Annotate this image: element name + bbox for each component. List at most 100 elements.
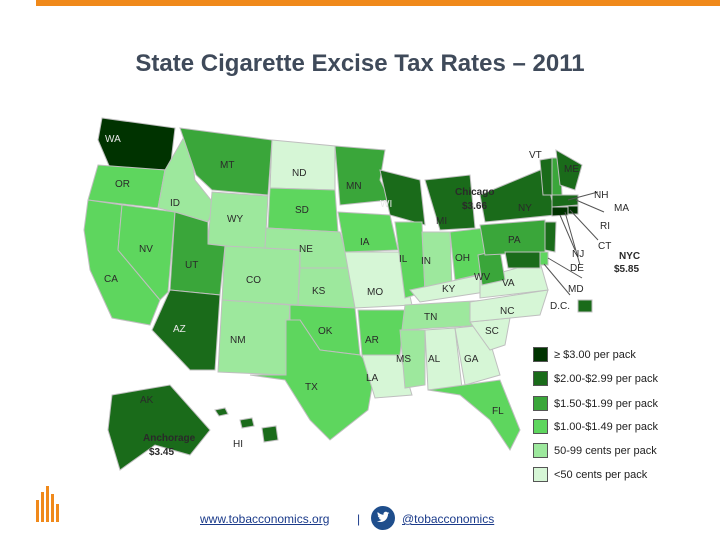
legend-item: $1.50-$1.99 per pack <box>533 396 658 411</box>
legend-item: <50 cents per pack <box>533 467 647 482</box>
label-nm: NM <box>230 335 246 346</box>
state-nj <box>544 221 557 253</box>
label-la: LA <box>366 373 379 384</box>
state-nm <box>217 299 291 376</box>
callout-chicago-name: Chicago <box>455 187 494 198</box>
label-nj: NJ <box>572 249 584 260</box>
label-va: VA <box>502 278 515 289</box>
label-ia: IA <box>360 237 370 248</box>
label-wa: WA <box>105 134 121 145</box>
label-in: IN <box>421 256 431 267</box>
page-title: State Cigarette Excise Tax Rates – 2011 <box>135 50 585 77</box>
state-md <box>504 251 541 269</box>
label-nd: ND <box>292 168 306 179</box>
state-ks <box>297 267 356 309</box>
twitter-handle-link[interactable]: @tobacconomics <box>402 512 495 526</box>
legend-label: $1.00-$1.49 per pack <box>554 420 658 433</box>
legend-swatch <box>533 371 548 386</box>
state-tx <box>249 319 376 441</box>
label-de: DE <box>570 263 584 274</box>
state-ia <box>337 211 399 253</box>
state-ar <box>357 309 406 356</box>
label-wi: WI <box>380 199 392 210</box>
label-ms: MS <box>396 354 411 365</box>
callout-nyc-rate: $5.85 <box>614 264 639 275</box>
label-ny: NY <box>518 203 532 214</box>
label-hi: HI <box>233 439 243 450</box>
label-wy: WY <box>227 214 243 225</box>
label-az: AZ <box>173 324 186 335</box>
label-ky: KY <box>442 284 456 295</box>
label-mt: MT <box>220 160 234 171</box>
legend-item: 50-99 cents per pack <box>533 443 657 458</box>
label-nv: NV <box>139 244 153 255</box>
legend-label: $1.50-$1.99 per pack <box>554 397 658 410</box>
legend-label: ≥ $3.00 per pack <box>554 348 636 361</box>
label-ct: CT <box>598 241 611 252</box>
label-mi: MI <box>436 216 447 227</box>
label-id: ID <box>170 198 180 209</box>
label-ma: MA <box>614 203 629 214</box>
label-tn: TN <box>424 312 437 323</box>
legend-swatch <box>533 443 548 458</box>
state-ak <box>107 384 211 471</box>
label-ar: AR <box>365 335 379 346</box>
legend-label: $2.00-$2.99 per pack <box>554 372 658 385</box>
state-ct <box>551 206 569 217</box>
state-la <box>361 354 413 399</box>
state-ri <box>567 205 579 215</box>
legend-item: $2.00-$2.99 per pack <box>533 371 658 386</box>
label-sc: SC <box>485 326 499 337</box>
label-ok: OK <box>318 326 333 337</box>
state-ms <box>399 329 426 389</box>
twitter-icon[interactable] <box>371 506 395 530</box>
legend-swatch <box>533 467 548 482</box>
legend-label: 50-99 cents per pack <box>554 444 657 457</box>
state-nd <box>269 139 336 191</box>
label-ut: UT <box>185 260 198 271</box>
label-ne: NE <box>299 244 313 255</box>
label-mn: MN <box>346 181 362 192</box>
label-tx: TX <box>305 382 318 393</box>
website-link[interactable]: www.tobacconomics.org <box>200 512 330 526</box>
label-co: CO <box>246 275 261 286</box>
label-mo: MO <box>367 287 383 298</box>
label-me: ME <box>564 164 579 175</box>
top-accent-bar <box>36 0 720 6</box>
state-mt <box>179 127 273 196</box>
state-fl <box>427 379 521 451</box>
label-sd: SD <box>295 205 309 216</box>
state-nc <box>469 289 549 323</box>
label-ri: RI <box>600 221 610 232</box>
label-ks: KS <box>312 286 326 297</box>
state-dc <box>577 299 593 313</box>
state-ma <box>551 194 579 208</box>
legend-swatch <box>533 396 548 411</box>
callout-nyc-name: NYC <box>619 251 640 262</box>
label-fl: FL <box>492 406 504 417</box>
callout-anchorage-name: Anchorage <box>143 433 196 444</box>
callout-chicago-rate: $3.66 <box>462 201 487 212</box>
state-mi <box>424 174 476 231</box>
legend-item: $1.00-$1.49 per pack <box>533 419 658 434</box>
label-pa: PA <box>508 235 521 246</box>
label-md: MD <box>568 284 584 295</box>
footer-separator: | <box>357 512 361 526</box>
legend-swatch <box>533 347 548 362</box>
label-ca: CA <box>104 274 118 285</box>
state-co <box>221 245 301 306</box>
state-de <box>539 251 549 266</box>
label-dc: D.C. <box>550 301 570 312</box>
state-nv <box>117 204 176 301</box>
label-ak: AK <box>140 395 154 406</box>
tobacconomics-logo-icon <box>36 484 62 522</box>
state-hi <box>214 407 279 443</box>
label-nc: NC <box>500 306 514 317</box>
label-vt: VT <box>529 150 542 161</box>
label-ga: GA <box>464 354 479 365</box>
label-al: AL <box>428 354 441 365</box>
state-wi <box>379 169 426 226</box>
label-nh: NH <box>594 190 608 201</box>
label-or: OR <box>115 179 130 190</box>
